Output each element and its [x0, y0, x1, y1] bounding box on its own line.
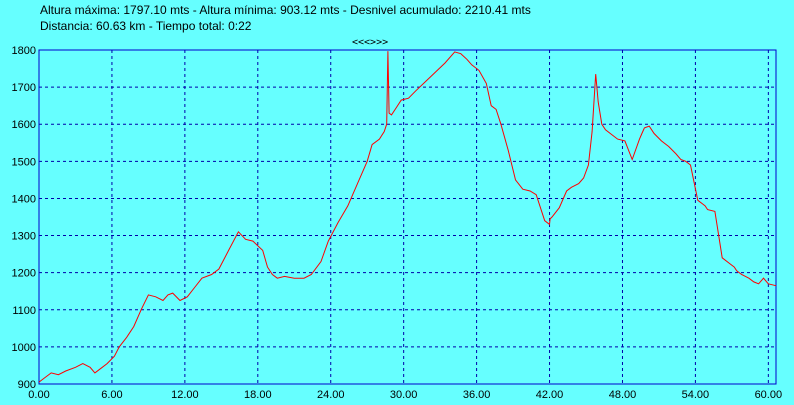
- y-tick-label: 1500: [12, 156, 36, 168]
- y-tick-label: 1400: [12, 193, 36, 205]
- x-axis-ticks: 0.00 6.00 12.00 18.00 24.00 30.00 36.00 42.00 48…: [28, 389, 782, 401]
- grid-lines: [39, 50, 776, 384]
- x-tick-label: 60.00: [755, 389, 783, 401]
- y-tick-label: 900: [18, 379, 36, 391]
- elevation-line: [38, 51, 777, 383]
- x-tick-label: 48.00: [609, 389, 637, 401]
- plot-frame: [38, 49, 777, 385]
- y-axis-ticks: 900 1000 1100 1200 1300 1400 1500 1600 1700 1800: [12, 45, 36, 391]
- y-tick-label: 1200: [12, 268, 36, 280]
- stats-line-distance-time: Distancia: 60.63 km - Tiempo total: 0:22: [40, 19, 252, 33]
- x-tick-label: 42.00: [536, 389, 564, 401]
- scroll-nav-arrows[interactable]: <<<>>>: [352, 37, 389, 48]
- y-tick-label: 1000: [12, 342, 36, 354]
- x-tick-label: 30.00: [390, 389, 418, 401]
- y-tick-label: 1700: [12, 82, 36, 94]
- y-tick-label: 1600: [12, 119, 36, 131]
- y-tick-label: 1100: [12, 305, 36, 317]
- x-tick-label: 18.00: [244, 389, 272, 401]
- x-tick-label: 54.00: [682, 389, 710, 401]
- x-tick-label: 12.00: [171, 389, 199, 401]
- y-tick-label: 1800: [12, 45, 36, 57]
- x-tick-label: 24.00: [317, 389, 345, 401]
- y-tick-label: 1300: [12, 231, 36, 243]
- x-tick-label: 6.00: [101, 389, 122, 401]
- stats-line-heights: Altura máxima: 1797.10 mts - Altura míni…: [40, 3, 531, 17]
- x-tick-label: 36.00: [463, 389, 491, 401]
- x-tick-label: 0.00: [28, 389, 49, 401]
